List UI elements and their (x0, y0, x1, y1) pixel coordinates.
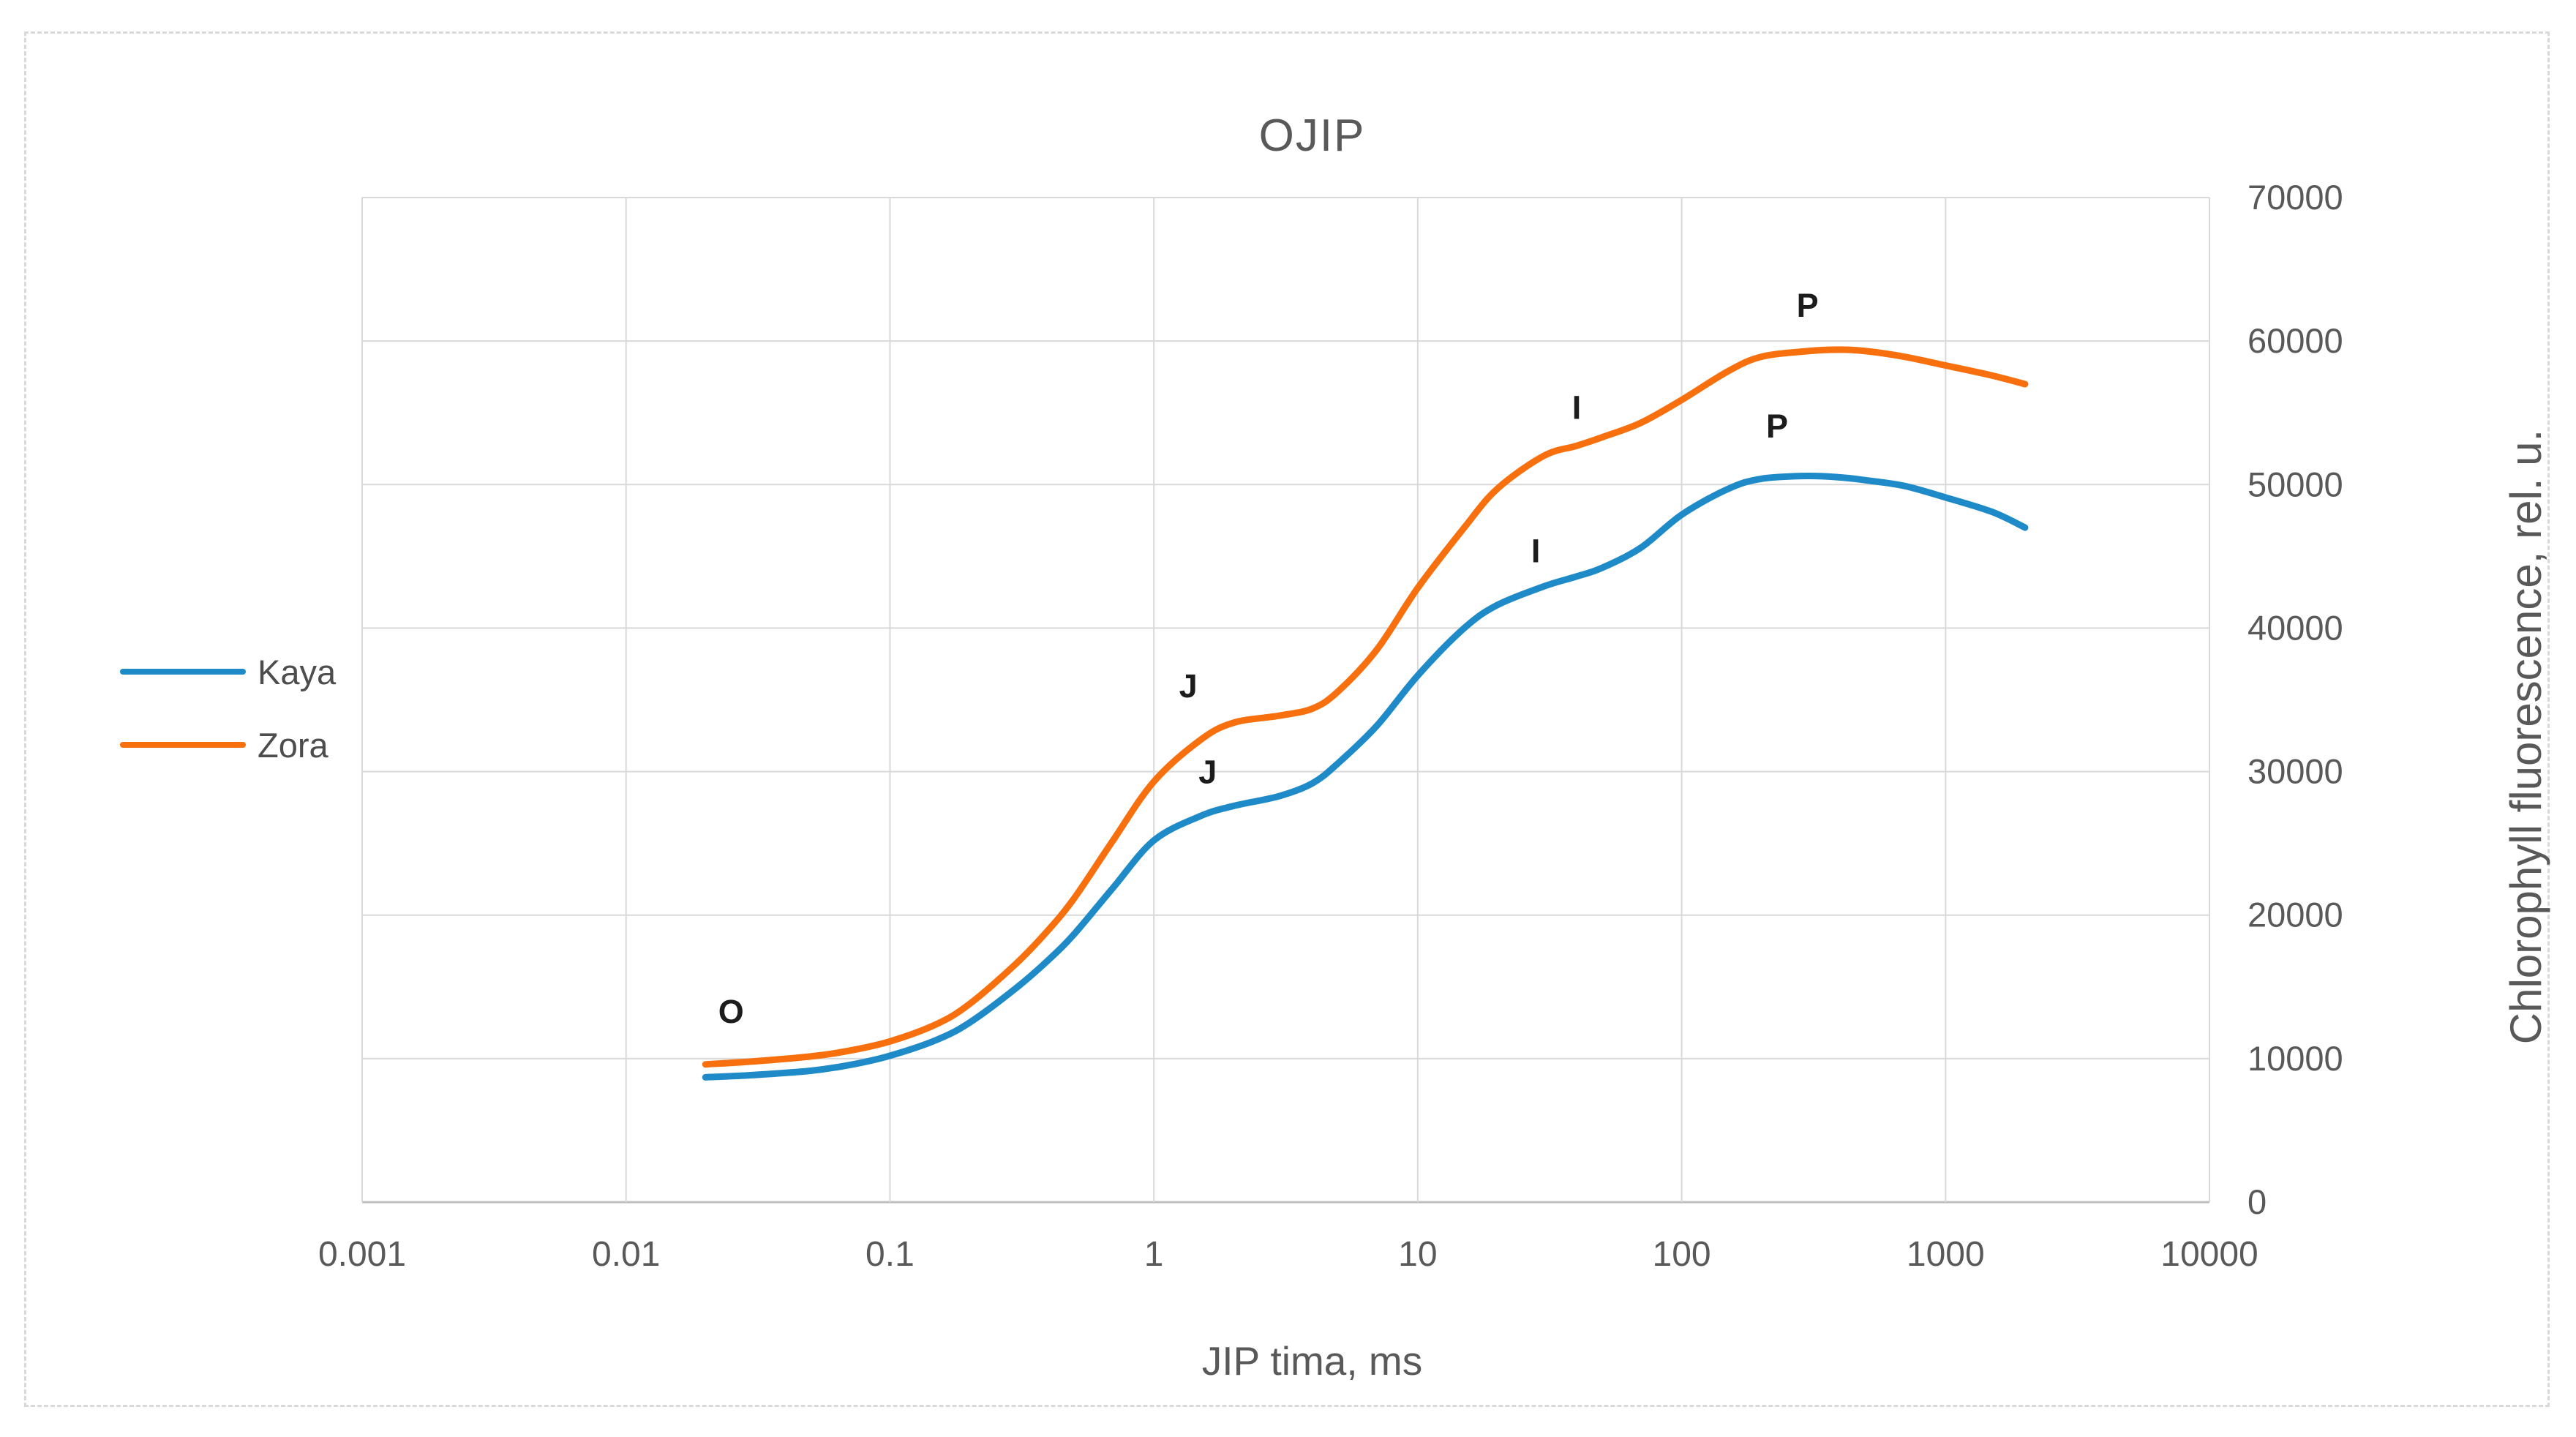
legend-item-kaya[interactable]: Kaya (120, 648, 336, 695)
stage-label-J-Kaya: J (1198, 754, 1217, 791)
y-axis-tick-label: 10000 (2248, 1039, 2343, 1078)
stage-label-O-shared: O (718, 993, 744, 1030)
series-line-zora (702, 346, 2029, 1068)
x-axis-title: JIP tima, ms (1201, 1338, 1423, 1384)
y-axis-tick-label: 70000 (2248, 178, 2343, 217)
y-axis-tick-label: 20000 (2248, 896, 2343, 934)
series-line-kaya (702, 472, 2029, 1081)
x-axis-tick-label: 0.1 (865, 1235, 915, 1274)
legend-label-zora: Zora (258, 725, 328, 765)
y-axis-tick-label: 60000 (2248, 321, 2343, 360)
stage-label-P-Kaya: P (1766, 408, 1788, 445)
kaya-line-swatch (120, 669, 246, 675)
stage-label-I-Kaya: I (1531, 533, 1541, 570)
stage-label-J-Zora: J (1179, 667, 1198, 705)
x-axis-tick-label: 10000 (2160, 1235, 2258, 1274)
x-axis-tick-label: 1 (1144, 1235, 1164, 1274)
x-axis-tick-label: 10 (1398, 1235, 1437, 1274)
y-axis-tick-label: 40000 (2248, 608, 2343, 647)
x-axis-tick-label: 0.001 (318, 1235, 406, 1274)
legend-label-kaya: Kaya (258, 652, 337, 691)
y-axis-tick-label: 30000 (2248, 752, 2343, 791)
stage-label-I-Zora: I (1572, 389, 1582, 426)
stage-label-P-Zora: P (1797, 287, 1819, 324)
chart-title: OJIP (1258, 110, 1366, 161)
x-axis-tick-label: 0.01 (592, 1235, 660, 1274)
x-axis-tick-label: 100 (1653, 1235, 1711, 1274)
y-axis-tick-label: 50000 (2248, 465, 2343, 503)
legend-item-zora[interactable]: Zora (120, 721, 328, 768)
zora-line-swatch (120, 742, 246, 748)
y-axis-tick-label: 0 (2248, 1182, 2267, 1221)
chart-object-frame[interactable]: OJIP Kaya Zora JIP tima, ms Chlorophyll … (24, 31, 2550, 1407)
x-axis-tick-label: 1000 (1907, 1235, 1985, 1274)
